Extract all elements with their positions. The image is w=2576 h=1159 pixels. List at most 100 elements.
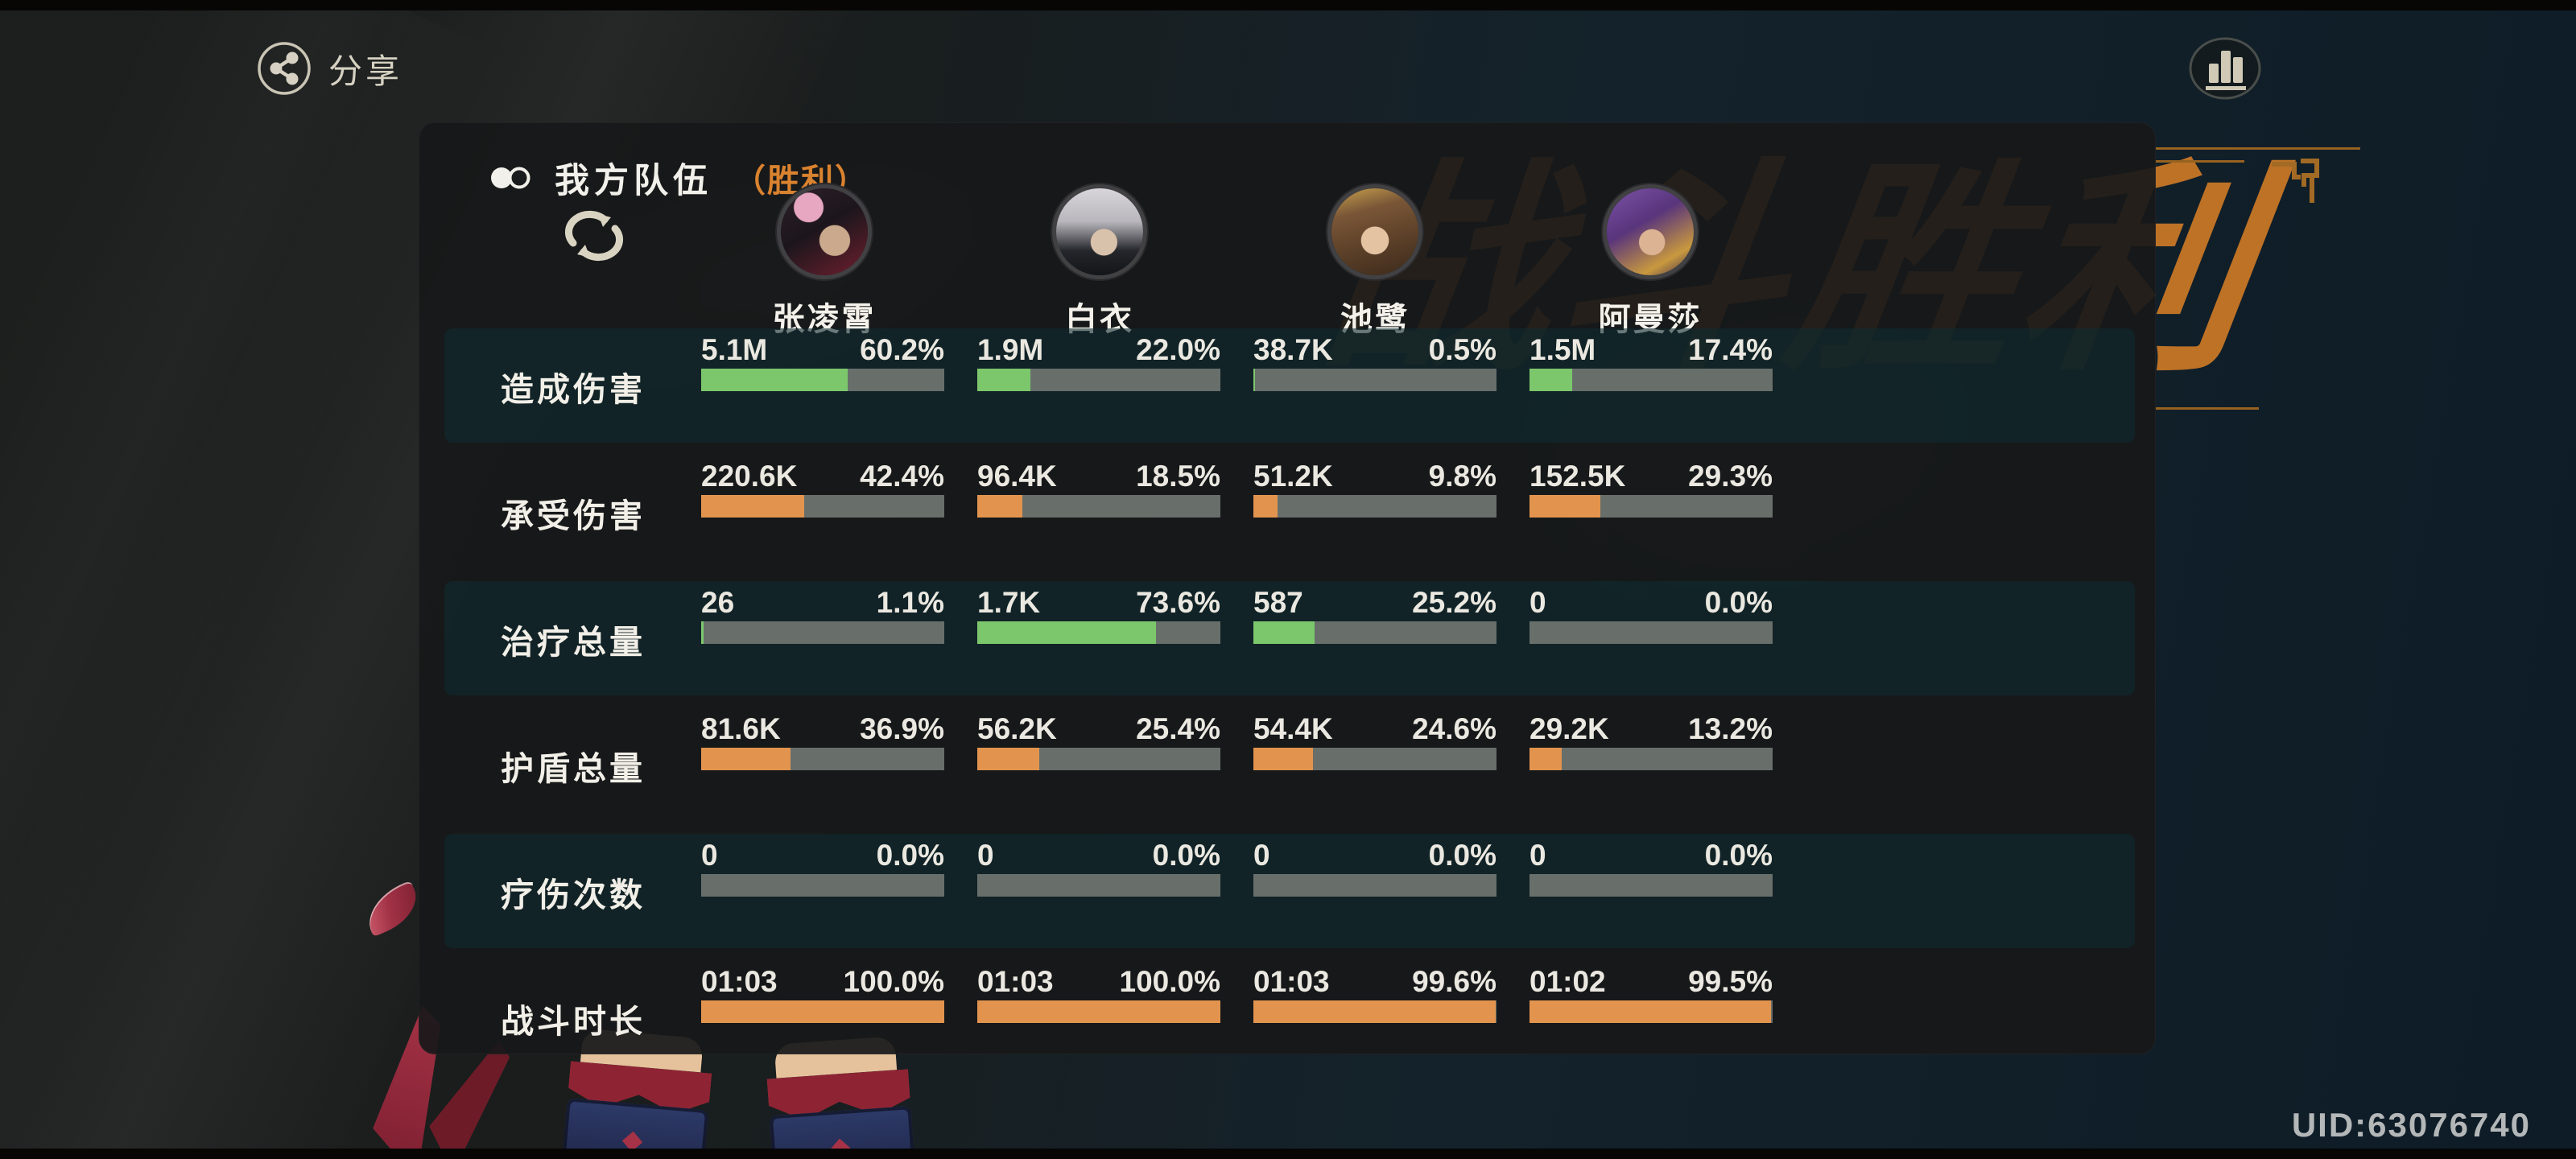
stat-label: 战斗时长 <box>501 1003 646 1040</box>
stat-percent: 0.0% <box>876 839 944 872</box>
decor-line <box>2156 147 2360 150</box>
stat-bar-track <box>1530 1000 1773 1023</box>
stat-value: 51.2K <box>1253 460 1333 493</box>
stat-label: 疗伤次数 <box>501 876 646 914</box>
switch-team-button[interactable] <box>563 209 625 262</box>
stat-bar-fill <box>701 748 791 770</box>
stat-percent: 99.5% <box>1688 965 1773 998</box>
stat-label: 治疗总量 <box>501 624 646 661</box>
stat-bar-fill <box>1253 621 1315 644</box>
stat-row: 造成伤害 5.1M 60.2% 1.9M 22.0% 38.7K 0.5% 1.5M 17.4% <box>419 328 2156 443</box>
stat-bar-fill <box>701 1000 944 1023</box>
stat-bar-track <box>1530 495 1773 518</box>
stat-percent: 73.6% <box>1136 586 1220 619</box>
stat-bar-fill <box>977 369 1031 391</box>
stat-bar-track <box>1530 369 1773 391</box>
stat-row: 承受伤害 220.6K 42.4% 96.4K 18.5% 51.2K 9.8% 152.5K… <box>419 455 2156 569</box>
stat-percent: 0.5% <box>1428 333 1496 366</box>
stat-label: 承受伤害 <box>501 497 646 534</box>
stat-percent: 25.4% <box>1136 712 1220 745</box>
stat-bar-track <box>977 748 1220 770</box>
stat-value: 1.9M <box>977 333 1044 366</box>
stat-percent: 25.2% <box>1412 586 1496 619</box>
stat-bar-track <box>701 748 944 770</box>
stat-bar-track <box>1530 874 1773 897</box>
stat-value: 56.2K <box>977 712 1057 745</box>
stat-percent: 22.0% <box>1136 333 1220 366</box>
stat-bar-fill <box>701 369 848 391</box>
character-avatar[interactable] <box>1331 188 1418 275</box>
stat-value: 96.4K <box>977 460 1057 493</box>
chart-view-button[interactable] <box>2188 36 2262 101</box>
stat-bar-track <box>977 874 1220 897</box>
refresh-cycle-icon <box>564 210 624 262</box>
stat-bar-track <box>1530 621 1773 644</box>
stat-bar-track <box>1253 1000 1496 1023</box>
stat-bar-track <box>977 621 1220 644</box>
character-slot: 张凌霄 <box>728 188 921 340</box>
stat-percent: 0.0% <box>1704 586 1773 619</box>
stat-bar-fill <box>1253 369 1255 391</box>
stat-bar-fill <box>977 1000 1220 1023</box>
stat-bar-track <box>977 369 1220 391</box>
stat-bar-track <box>977 1000 1220 1023</box>
stat-percent: 29.3% <box>1688 460 1773 493</box>
decor-line <box>2156 160 2244 163</box>
stat-value: 0 <box>1530 839 1546 872</box>
stat-value: 0 <box>1253 839 1270 872</box>
stat-bar-track <box>1253 874 1496 897</box>
stat-label: 护盾总量 <box>501 750 646 787</box>
stat-bar-track <box>701 1000 944 1023</box>
stat-label: 造成伤害 <box>501 371 646 408</box>
stat-value: 54.4K <box>1253 712 1333 745</box>
stat-row: 治疗总量 26 1.1% 1.7K 73.6% 587 25.2% 0 0.0% <box>419 581 2156 695</box>
stat-value: 0 <box>1530 586 1546 619</box>
stat-value: 26 <box>701 586 735 619</box>
stat-percent: 60.2% <box>860 333 944 366</box>
decor-line <box>2156 407 2259 410</box>
stat-percent: 36.9% <box>860 712 944 745</box>
character-avatar[interactable] <box>1607 188 1694 275</box>
letterbox-bar <box>0 0 2576 10</box>
stat-percent: 24.6% <box>1412 712 1496 745</box>
stat-bar-fill <box>977 495 1022 518</box>
stat-bar-track <box>701 874 944 897</box>
stat-bar-fill <box>701 495 805 518</box>
stat-percent: 0.0% <box>1428 839 1496 872</box>
stat-bar-track <box>1253 369 1496 391</box>
stat-value: 01:03 <box>1253 965 1330 998</box>
stat-value: 01:03 <box>977 965 1054 998</box>
decor-seal-glyph <box>2270 158 2323 208</box>
stat-percent: 0.0% <box>1704 839 1773 872</box>
stat-value: 29.2K <box>1530 712 1609 745</box>
stat-percent: 100.0% <box>843 965 945 998</box>
panel-header: 我方队伍 （胜利） <box>489 153 869 203</box>
flower-petal-art <box>358 880 426 938</box>
share-label: 分享 <box>328 52 403 90</box>
stat-bar-fill <box>977 621 1157 644</box>
letterbox-bar <box>0 1149 2576 1159</box>
stat-bar-fill <box>701 621 704 644</box>
stat-bar-track <box>701 495 944 518</box>
stat-bar-track <box>1253 748 1496 770</box>
share-button[interactable]: 分享 <box>256 40 402 97</box>
stat-percent: 1.1% <box>876 586 944 619</box>
stat-bar-fill <box>1530 369 1572 391</box>
stat-value: 0 <box>701 839 718 872</box>
stat-percent: 13.2% <box>1688 712 1773 745</box>
stat-bar-fill <box>977 748 1039 770</box>
character-slot: 池鹭 <box>1278 188 1472 340</box>
stat-bar-track <box>701 369 944 391</box>
stat-bar-track <box>1253 621 1496 644</box>
character-avatar[interactable] <box>1056 188 1143 275</box>
stat-value: 220.6K <box>701 460 798 493</box>
bar-chart-icon <box>2189 37 2261 100</box>
stat-value: 587 <box>1253 586 1303 619</box>
stat-value: 5.1M <box>701 333 768 366</box>
stat-bar-fill <box>1253 748 1314 770</box>
stat-bar-fill <box>1530 1000 1772 1023</box>
player-uid: UID:63076740 <box>2291 1106 2531 1144</box>
character-avatar[interactable] <box>781 188 868 275</box>
stat-value: 81.6K <box>701 712 781 745</box>
